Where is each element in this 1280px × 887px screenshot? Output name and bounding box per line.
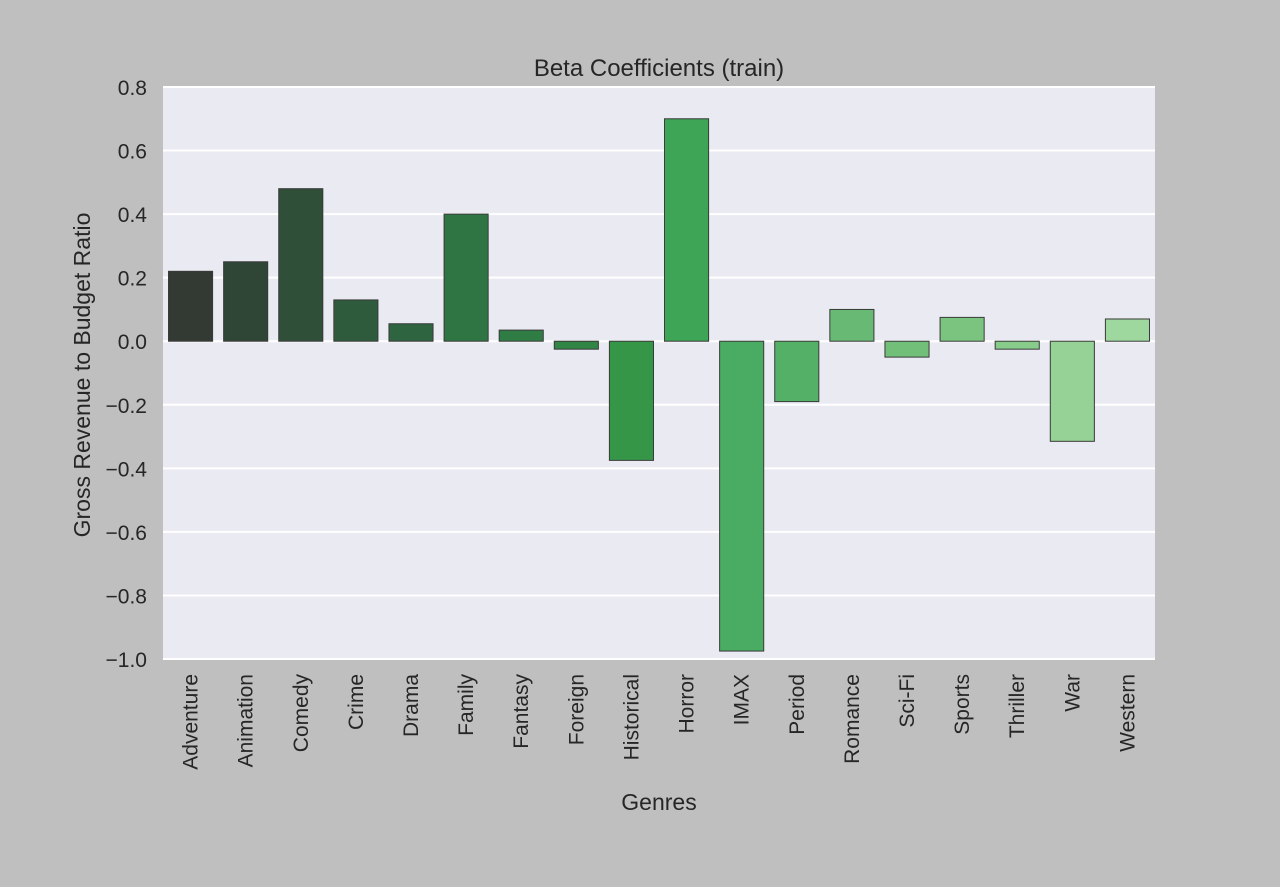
x-tick-label: Comedy [290, 674, 313, 753]
bar-period [774, 340, 820, 403]
x-tick-label: Fantasy [510, 674, 533, 749]
bar-fantasy [498, 329, 544, 342]
x-axis-ticks: Adventure Animation Comedy Crime Drama Family… [180, 674, 1140, 770]
bar-adventure [168, 270, 214, 342]
y-tick-label: 0.4 [118, 204, 148, 227]
y-tick-label: 0.2 [118, 268, 147, 291]
bar-romance [829, 308, 875, 342]
bar-foreign [553, 340, 599, 350]
bars [168, 118, 1150, 652]
x-tick-label: Drama [400, 674, 423, 737]
x-tick-label: Foreign [565, 674, 588, 745]
bar-drama [388, 323, 434, 342]
x-tick-label: War [1061, 674, 1084, 712]
bar-horror [664, 118, 710, 342]
bar-sports [939, 316, 985, 342]
x-tick-label: Period [786, 674, 809, 735]
x-tick-label: Crime [345, 674, 368, 730]
x-tick-label: Sports [951, 674, 974, 735]
x-tick-label: Horror [676, 674, 699, 734]
bar-animation [223, 261, 269, 342]
y-tick-label: 0.6 [118, 141, 147, 164]
x-tick-label: IMAX [731, 674, 754, 725]
chart-title: Beta Coefficients (train) [534, 55, 784, 82]
x-tick-label: Romance [841, 674, 864, 764]
y-tick-label: 0.8 [118, 77, 147, 100]
bar-historical [608, 340, 654, 461]
x-tick-label: Adventure [180, 674, 203, 770]
x-axis-label: Genres [621, 789, 696, 815]
x-tick-label: Sci-Fi [896, 674, 919, 728]
x-tick-label: Thriller [1006, 674, 1029, 738]
y-tick-label: −0.2 [106, 395, 147, 418]
bar-thriller [994, 340, 1040, 350]
bar-sci-fi [884, 340, 930, 358]
y-tick-label: −1.0 [106, 649, 147, 672]
bar-war [1049, 340, 1095, 442]
bar-family [443, 213, 489, 342]
y-tick-label: −0.4 [106, 458, 148, 481]
y-tick-label: −0.6 [106, 522, 147, 545]
x-tick-label: Historical [620, 674, 643, 760]
x-tick-label: Western [1116, 674, 1139, 752]
y-tick-label: 0.0 [118, 331, 147, 354]
bar-crime [333, 299, 379, 342]
plot-area [163, 87, 1155, 659]
gridlines [163, 86, 1155, 660]
y-axis-label: Gross Revenue to Budget Ratio [69, 213, 95, 538]
bar-comedy [278, 188, 324, 342]
x-tick-label: Family [455, 674, 478, 736]
y-axis-ticks: 0.8 0.6 0.4 0.2 0.0 −0.2 −0.4 −0.6 −0.8 −1.0 [106, 77, 148, 672]
bar-imax [719, 340, 765, 652]
x-tick-label: Animation [235, 674, 258, 767]
y-tick-label: −0.8 [106, 585, 147, 608]
bar-western [1104, 318, 1150, 342]
